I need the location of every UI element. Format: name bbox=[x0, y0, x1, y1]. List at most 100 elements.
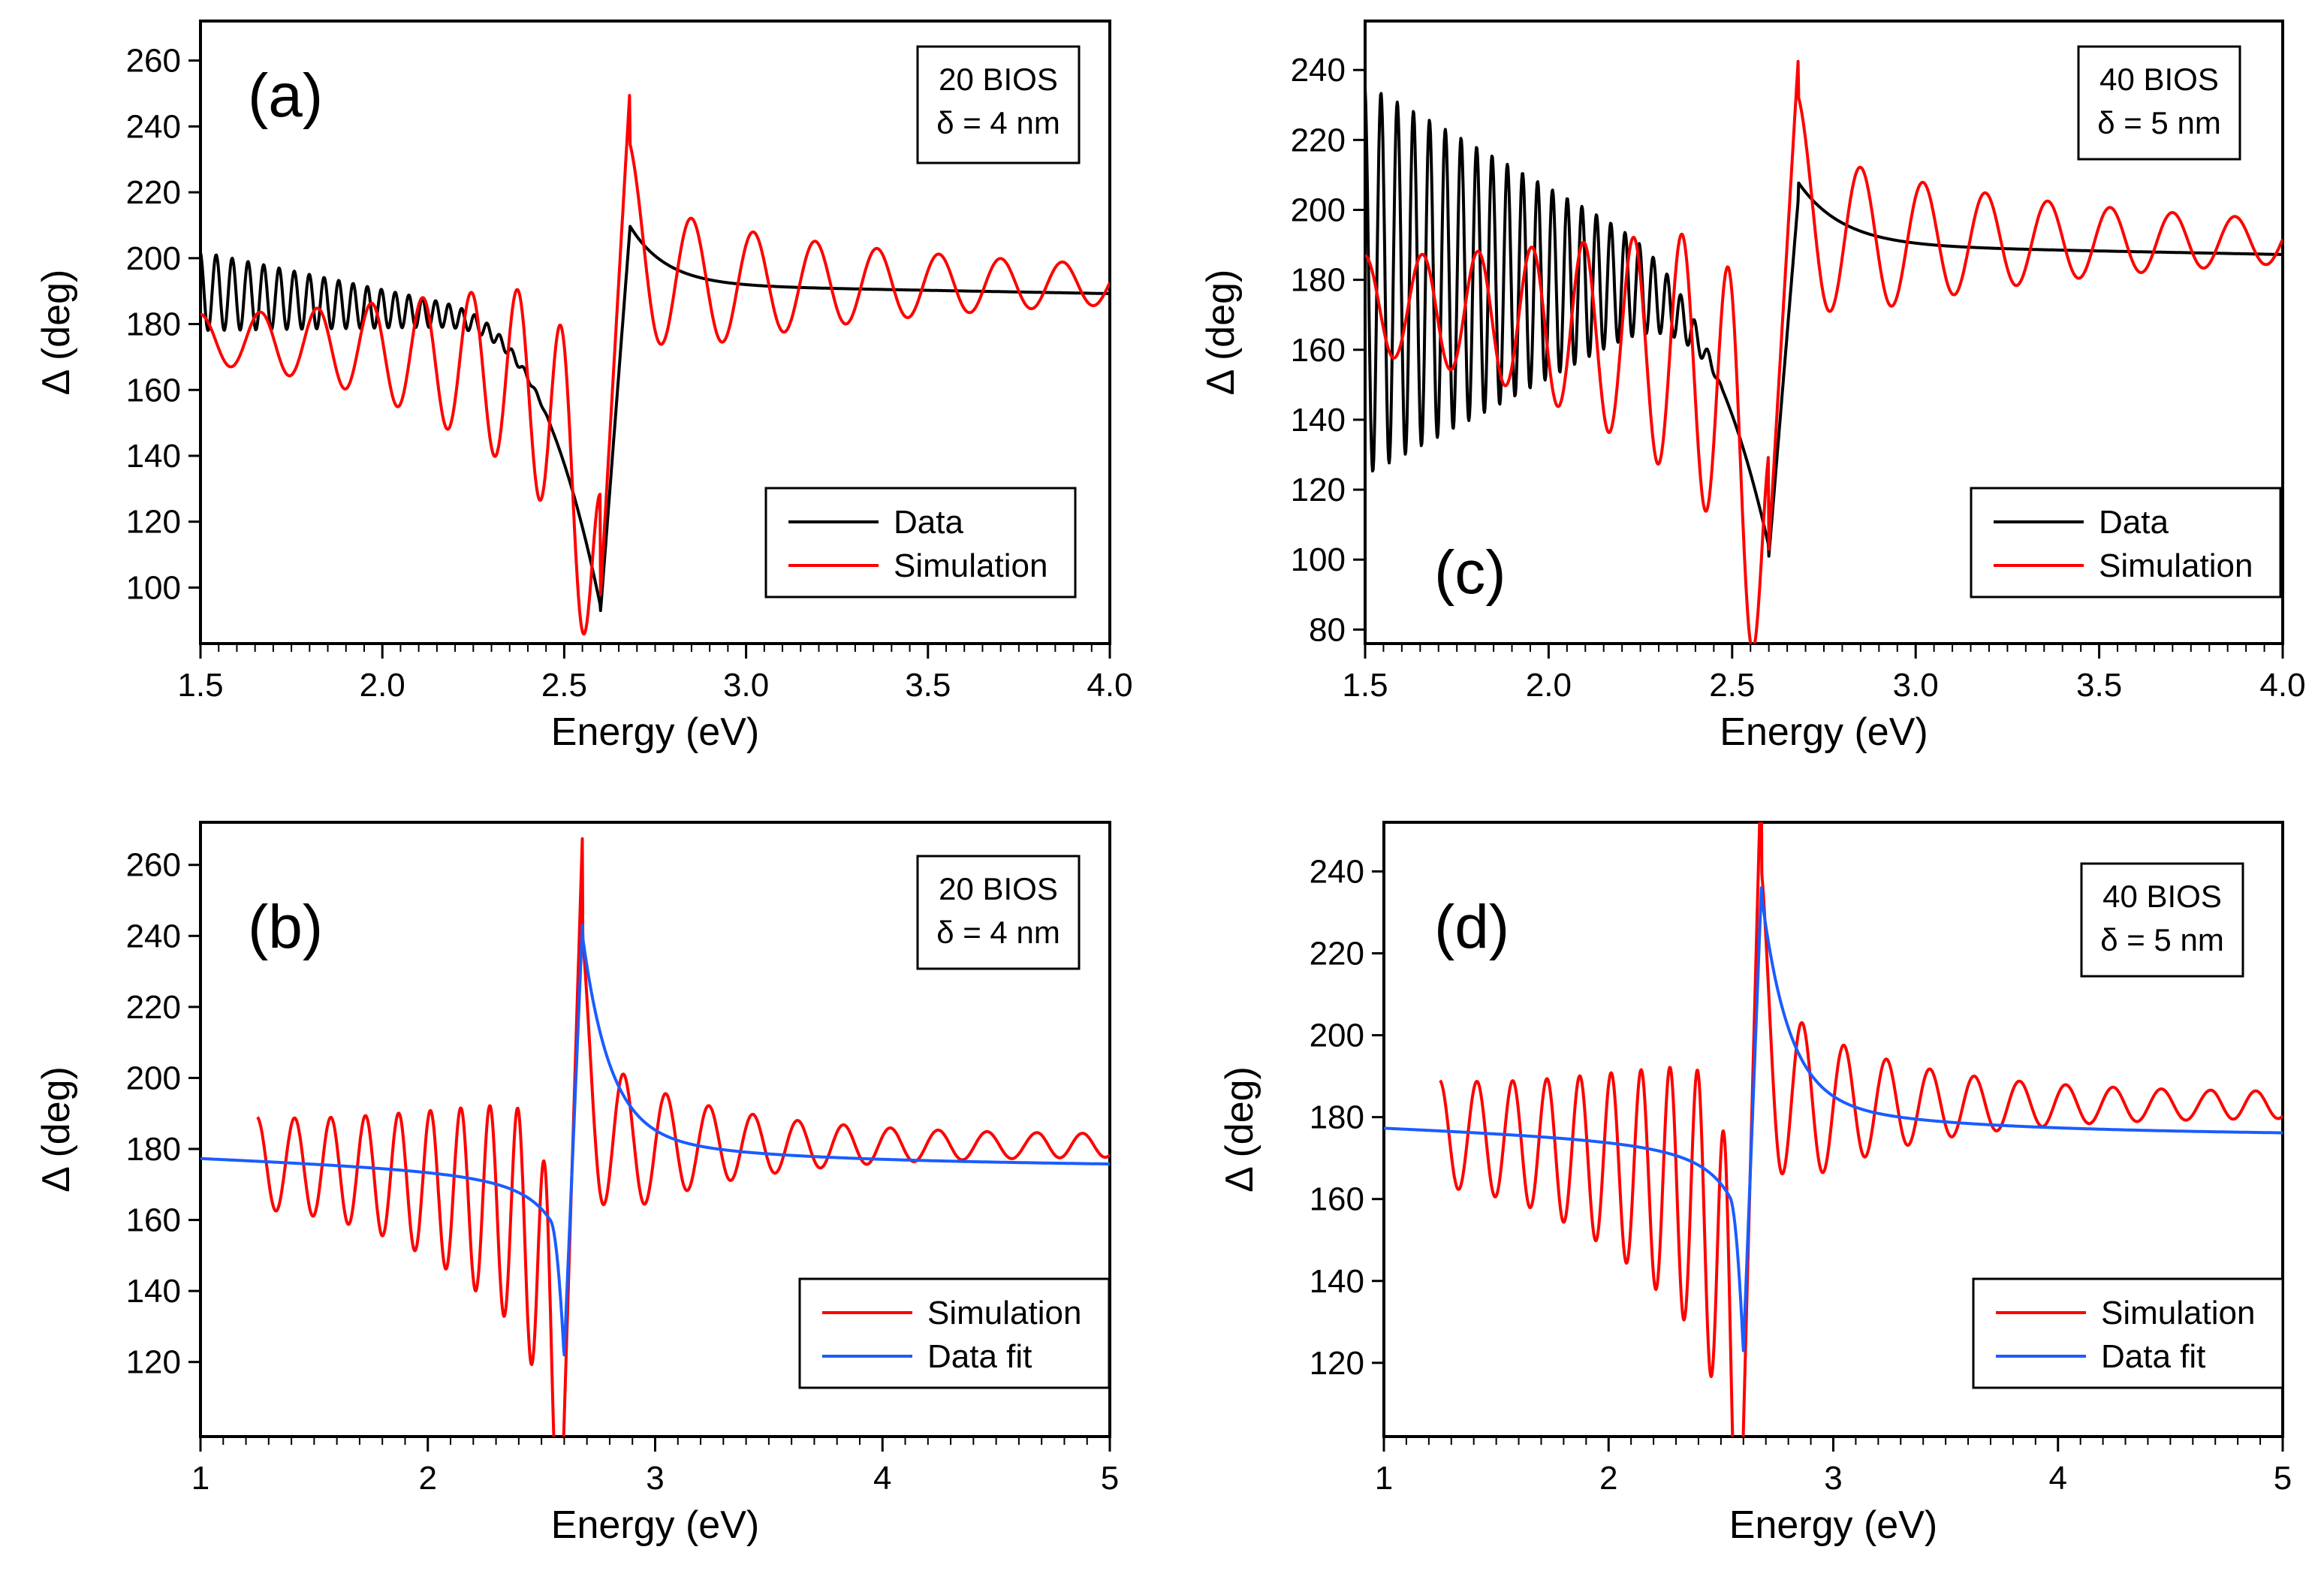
x-tick-label: 2 bbox=[1599, 1460, 1617, 1497]
series-line-simulation bbox=[1365, 59, 2283, 644]
chart-panel-a: 100 120 140 160 180 200 220 240 260 1.5 2.0 2.5 3.0 3… bbox=[35, 20, 1133, 754]
series-line-data bbox=[200, 225, 1110, 613]
info-box bbox=[916, 855, 1081, 970]
x-tick-label: 2.5 bbox=[541, 667, 587, 704]
y-tick-label: 200 bbox=[126, 1060, 181, 1096]
info-text: 40 BIOS bbox=[2099, 62, 2219, 97]
y-tick-label: 220 bbox=[1310, 936, 1364, 972]
series-line-data-fit bbox=[1384, 886, 2283, 1352]
x-tick-label: 1 bbox=[1375, 1460, 1393, 1497]
x-axis-title: Energy (eV) bbox=[551, 1503, 759, 1547]
legend-box bbox=[1972, 1277, 2284, 1389]
info-text: δ = 5 nm bbox=[2097, 105, 2221, 140]
series-line-simulation bbox=[200, 94, 1110, 636]
legend-label: Data bbox=[2099, 504, 2169, 541]
y-tick-label: 120 bbox=[1310, 1345, 1364, 1382]
y-axis-title: Δ (deg) bbox=[1199, 270, 1243, 396]
y-tick-label: 240 bbox=[1310, 853, 1364, 890]
x-tick-label: 2.0 bbox=[360, 667, 405, 704]
y-axis-title: Δ (deg) bbox=[1218, 1066, 1261, 1193]
y-tick-label: 200 bbox=[1310, 1018, 1364, 1054]
x-tick-label: 5 bbox=[1101, 1460, 1119, 1497]
x-tick-label: 4 bbox=[2049, 1460, 2067, 1497]
x-tick-label: 1.5 bbox=[177, 667, 223, 704]
y-tick-label: 140 bbox=[1291, 402, 1346, 439]
y-tick-label: 200 bbox=[126, 240, 181, 277]
x-tick-label: 2 bbox=[419, 1460, 437, 1497]
info-text: 20 BIOS bbox=[939, 871, 1058, 906]
x-tick-label: 3.0 bbox=[1893, 667, 1939, 704]
legend-label: Simulation bbox=[2101, 1295, 2255, 1331]
x-axis-title: Energy (eV) bbox=[551, 710, 759, 754]
y-tick-label: 200 bbox=[1291, 191, 1346, 228]
y-tick-label: 100 bbox=[126, 569, 181, 606]
y-tick-label: 120 bbox=[1291, 472, 1346, 508]
y-tick-label: 160 bbox=[126, 1202, 181, 1239]
y-tick-label: 180 bbox=[1310, 1099, 1364, 1136]
info-text: δ = 4 nm bbox=[936, 105, 1060, 140]
chart-panel-b: 120 140 160 180 200 220 240 260 1 2 3 4 5 Energy (eV)… bbox=[35, 821, 1119, 1547]
x-tick-label: 5 bbox=[2274, 1460, 2292, 1497]
chart-panel-d: 120 140 160 180 200 220 240 1 2 3 4 5 Energy (eV) Δ (… bbox=[1218, 821, 2292, 1547]
x-axis-title: Energy (eV) bbox=[1729, 1503, 1937, 1547]
info-text: 40 BIOS bbox=[2102, 879, 2222, 914]
y-tick-label: 220 bbox=[1291, 122, 1346, 158]
y-tick-label: 240 bbox=[126, 108, 181, 145]
y-tick-label: 100 bbox=[1291, 541, 1346, 578]
y-tick-label: 260 bbox=[126, 43, 181, 80]
y-tick-label: 120 bbox=[126, 1344, 181, 1381]
series-line-data-fit bbox=[200, 924, 1110, 1357]
x-tick-label: 2.5 bbox=[1709, 667, 1755, 704]
legend-label: Data fit bbox=[927, 1338, 1032, 1375]
panel-letter: (a) bbox=[248, 62, 323, 130]
info-box bbox=[2077, 45, 2241, 161]
y-tick-label: 260 bbox=[126, 847, 181, 884]
x-tick-label: 3.5 bbox=[905, 667, 951, 704]
x-tick-label: 2.0 bbox=[1526, 667, 1572, 704]
legend-label: Simulation bbox=[2099, 547, 2253, 584]
info-text: 20 BIOS bbox=[939, 62, 1058, 97]
y-tick-label: 180 bbox=[1291, 262, 1346, 299]
y-tick-label: 240 bbox=[1291, 52, 1346, 89]
info-text: δ = 4 nm bbox=[936, 915, 1060, 950]
series-line-simulation bbox=[256, 837, 1110, 1437]
legend-box bbox=[764, 487, 1077, 599]
legend-box bbox=[1970, 487, 2282, 599]
y-axis-title: Δ (deg) bbox=[35, 270, 78, 396]
y-axis-title: Δ (deg) bbox=[35, 1066, 78, 1193]
x-tick-label: 4.0 bbox=[2259, 667, 2305, 704]
x-tick-label: 3 bbox=[1824, 1460, 1842, 1497]
legend-box bbox=[798, 1277, 1111, 1389]
x-tick-label: 4 bbox=[873, 1460, 891, 1497]
x-tick-label: 3.5 bbox=[2076, 667, 2122, 704]
y-tick-label: 220 bbox=[126, 989, 181, 1026]
y-tick-label: 180 bbox=[126, 1131, 181, 1168]
info-box bbox=[916, 45, 1081, 164]
legend-label: Simulation bbox=[927, 1295, 1081, 1331]
y-tick-label: 240 bbox=[126, 918, 181, 954]
y-tick-label: 160 bbox=[1291, 332, 1346, 369]
panel-letter: (d) bbox=[1434, 893, 1509, 961]
x-tick-label: 1.5 bbox=[1342, 667, 1388, 704]
x-tick-label: 3.0 bbox=[723, 667, 769, 704]
x-tick-label: 4.0 bbox=[1087, 667, 1132, 704]
legend-label: Simulation bbox=[894, 547, 1047, 584]
panel-letter: (c) bbox=[1434, 538, 1506, 607]
chart-panel-c: 80 100 120 140 160 180 200 220 240 1.5 2.0 2.5 3.0 3.… bbox=[1199, 20, 2306, 754]
y-tick-label: 140 bbox=[1310, 1263, 1364, 1300]
y-tick-label: 220 bbox=[126, 174, 181, 211]
legend-label: Data fit bbox=[2101, 1338, 2205, 1375]
y-tick-label: 160 bbox=[1310, 1181, 1364, 1218]
info-box bbox=[2080, 862, 2244, 978]
panel-letter: (b) bbox=[248, 893, 323, 961]
x-tick-label: 3 bbox=[646, 1460, 664, 1497]
y-tick-label: 140 bbox=[126, 438, 181, 475]
series-line-simulation bbox=[1439, 822, 2283, 1437]
y-tick-label: 140 bbox=[126, 1273, 181, 1310]
legend-label: Data bbox=[894, 504, 963, 541]
info-text: δ = 5 nm bbox=[2100, 922, 2224, 957]
y-tick-label: 180 bbox=[126, 306, 181, 343]
x-tick-label: 1 bbox=[191, 1460, 209, 1497]
x-axis-title: Energy (eV) bbox=[1720, 710, 1928, 754]
